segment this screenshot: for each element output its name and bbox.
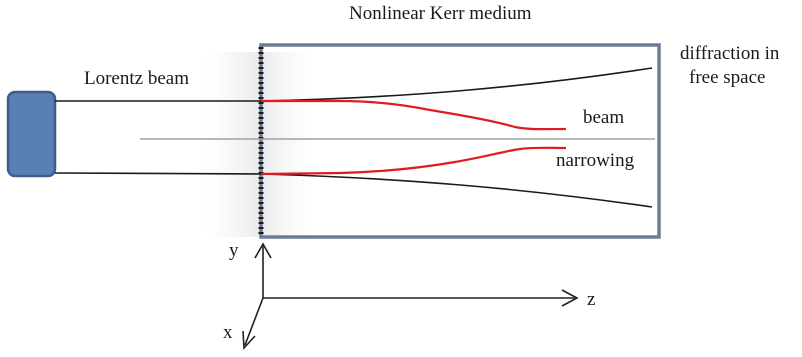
x-axis-label: x: [223, 322, 233, 343]
y-axis-label: y: [229, 240, 239, 261]
narrowing-lower-line: [260, 146, 567, 176]
coordinate-axes: y z x: [223, 240, 595, 350]
medium-title: Nonlinear Kerr medium: [349, 3, 532, 24]
diffraction-label-line1: diffraction in: [680, 43, 780, 64]
narrowing-label-line1: beam: [583, 107, 624, 128]
beam-source: [6, 90, 57, 178]
diffraction-label-line2: free space: [689, 67, 765, 88]
y-axis-arrowhead: [254, 242, 272, 259]
z-axis-label: z: [587, 289, 595, 310]
diffraction-lower-line: [54, 172, 653, 208]
narrowing-label-line2: narrowing: [556, 150, 635, 171]
lorentz-beam-label: Lorentz beam: [84, 68, 189, 89]
z-axis-arrowhead: [561, 289, 579, 307]
x-axis-arrowhead: [242, 330, 256, 350]
x-axis-line: [244, 297, 264, 346]
kerr-medium-box: [259, 43, 661, 239]
narrowing-upper-line: [261, 99, 567, 131]
